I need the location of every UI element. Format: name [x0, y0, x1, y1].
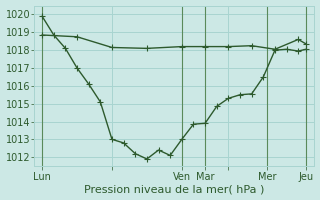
X-axis label: Pression niveau de la mer( hPa ): Pression niveau de la mer( hPa ): [84, 184, 264, 194]
